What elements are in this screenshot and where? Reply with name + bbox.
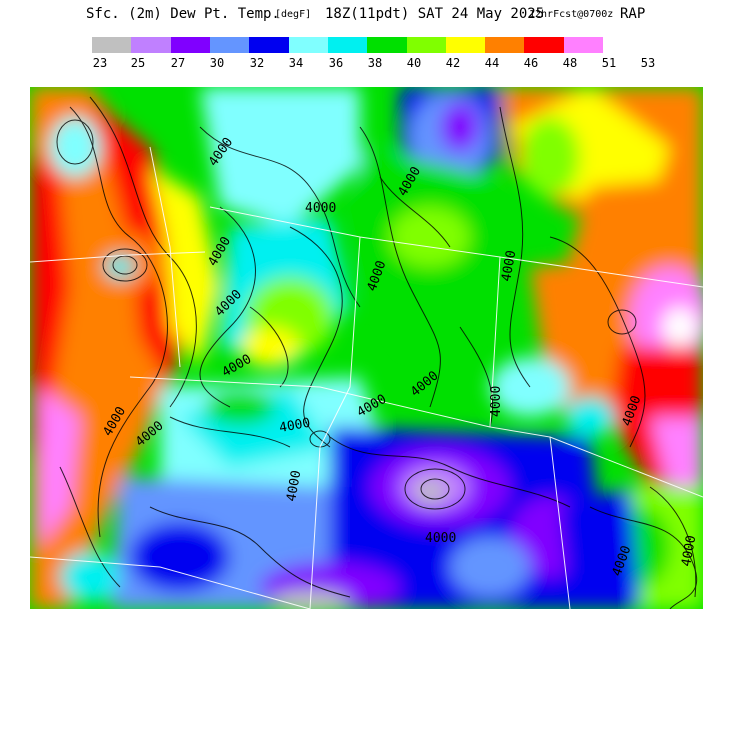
legend-swatch <box>170 37 210 53</box>
legend-swatch <box>249 37 289 53</box>
title-variable: Sfc. (2m) Dew Pt. Temp. <box>86 6 280 22</box>
title-units: [degF] <box>275 9 312 20</box>
legend-swatch <box>209 37 250 53</box>
legend-swatch <box>92 37 132 53</box>
legend-tick-label: 27 <box>170 56 186 70</box>
title-valid-time: 18Z(11pdt) SAT 24 May 2025 <box>325 6 545 22</box>
legend-tick-labels: 23 25 27 30 32 34 36 38 40 42 44 46 48 51 53 <box>74 56 674 72</box>
legend-swatch <box>327 37 368 53</box>
legend-swatch <box>131 37 171 53</box>
terrain-contours <box>56 96 698 609</box>
contour-label: 4000 <box>499 249 519 282</box>
legend-swatch <box>406 37 446 53</box>
dewpoint-map: 4000 4000 4000 4000 4000 4000 4000 4000 4000 4000… <box>30 87 703 609</box>
title-model: RAP <box>620 6 646 22</box>
legend-tick-label: 40 <box>406 56 422 70</box>
legend-tick-label: 53 <box>640 56 656 70</box>
legend-tick-label: 42 <box>445 56 461 70</box>
state-boundaries <box>30 146 703 609</box>
legend-swatch <box>563 37 604 53</box>
title-init-time: 12hrFcst@0700z <box>529 9 614 20</box>
legend-swatch <box>445 37 486 53</box>
legend-swatch <box>288 37 328 53</box>
contour-label: 4000 <box>679 534 699 567</box>
legend-tick-label: 32 <box>249 56 265 70</box>
legend-tick-label: 23 <box>92 56 108 70</box>
legend-swatch <box>367 37 407 53</box>
contour-label: 4000 <box>284 469 304 502</box>
dewpoint-field <box>30 87 703 609</box>
contour-label: 4000 <box>489 386 504 417</box>
legend-tick-label: 30 <box>209 56 225 70</box>
color-legend <box>92 37 604 53</box>
legend-tick-label: 51 <box>601 56 617 70</box>
contour-label: 4000 <box>425 531 456 546</box>
legend-tick-label: 38 <box>367 56 383 70</box>
legend-tick-label: 36 <box>328 56 344 70</box>
legend-swatch <box>485 37 525 53</box>
chart-title: Sfc. (2m) Dew Pt. Temp. [degF] 18Z(11pdt… <box>0 6 734 26</box>
legend-tick-label: 48 <box>562 56 578 70</box>
legend-tick-label: 44 <box>484 56 500 70</box>
legend-swatch <box>524 37 564 53</box>
contour-label: 4000 <box>305 201 336 216</box>
legend-tick-label: 46 <box>523 56 539 70</box>
contour-label: 4000 <box>278 416 311 436</box>
legend-tick-label: 34 <box>288 56 304 70</box>
legend-tick-label: 25 <box>130 56 146 70</box>
